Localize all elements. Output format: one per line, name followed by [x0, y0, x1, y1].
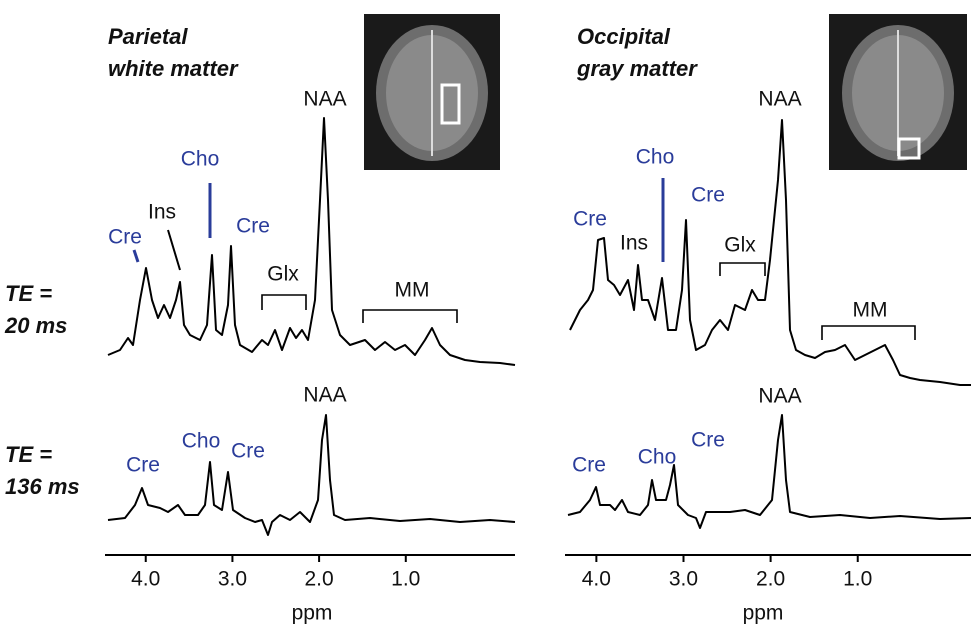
peak-label: Cre: [231, 440, 265, 463]
panel-title: white matter: [108, 56, 239, 81]
peak-label: Cre: [573, 208, 607, 231]
peak-label: Cre: [572, 454, 606, 477]
spectrum: [569, 119, 971, 386]
x-tick-label: 1.0: [843, 568, 872, 591]
bracket: [362, 309, 458, 323]
peak-label: Glx: [724, 234, 756, 257]
peak-label: MM: [395, 279, 430, 302]
axis-label: ppm: [743, 602, 784, 625]
spectrum: [107, 117, 516, 366]
row-label: 136 ms: [5, 474, 80, 499]
row-label: TE =: [5, 281, 52, 306]
x-tick-label: 2.0: [756, 568, 785, 591]
peak-label: NAA: [758, 385, 801, 408]
bracket: [719, 262, 766, 276]
peak-label: MM: [853, 299, 888, 322]
spectrum: [567, 414, 971, 529]
row-label: 20 ms: [4, 313, 67, 338]
peak-label: Cho: [181, 148, 220, 171]
peak-label: Cho: [182, 430, 221, 453]
x-tick-label: 3.0: [218, 568, 247, 591]
mri-inset: [364, 14, 500, 170]
row-label: TE =: [5, 442, 52, 467]
spectrum: [107, 414, 516, 536]
peak-label: NAA: [758, 88, 801, 111]
peak-marker: [132, 249, 140, 263]
peak-label: Cre: [126, 454, 160, 477]
bracket: [821, 325, 916, 340]
x-tick-label: 3.0: [669, 568, 698, 591]
peak-label: Glx: [267, 263, 299, 286]
x-tick-label: 4.0: [131, 568, 160, 591]
x-tick-label: 2.0: [304, 568, 333, 591]
peak-label: NAA: [303, 88, 346, 111]
x-tick-label: 1.0: [391, 568, 420, 591]
peak-label: Ins: [620, 232, 648, 255]
peak-label: Cre: [691, 184, 725, 207]
panel-title: Parietal: [108, 24, 188, 49]
peak-label: Cho: [638, 446, 677, 469]
peak-label: Ins: [148, 201, 176, 224]
peak-label: Cho: [636, 146, 675, 169]
peak-label: Cre: [108, 226, 142, 249]
axis-label: ppm: [292, 602, 333, 625]
x-tick-label: 4.0: [582, 568, 611, 591]
panel-title: gray matter: [576, 56, 698, 81]
mri-inset: [829, 14, 967, 170]
peak-marker: [167, 229, 181, 271]
peak-label: Cre: [236, 215, 270, 238]
peak-label: Cre: [691, 429, 725, 452]
panel-title: Occipital: [577, 24, 671, 49]
bracket: [261, 294, 307, 310]
peak-label: NAA: [303, 384, 346, 407]
